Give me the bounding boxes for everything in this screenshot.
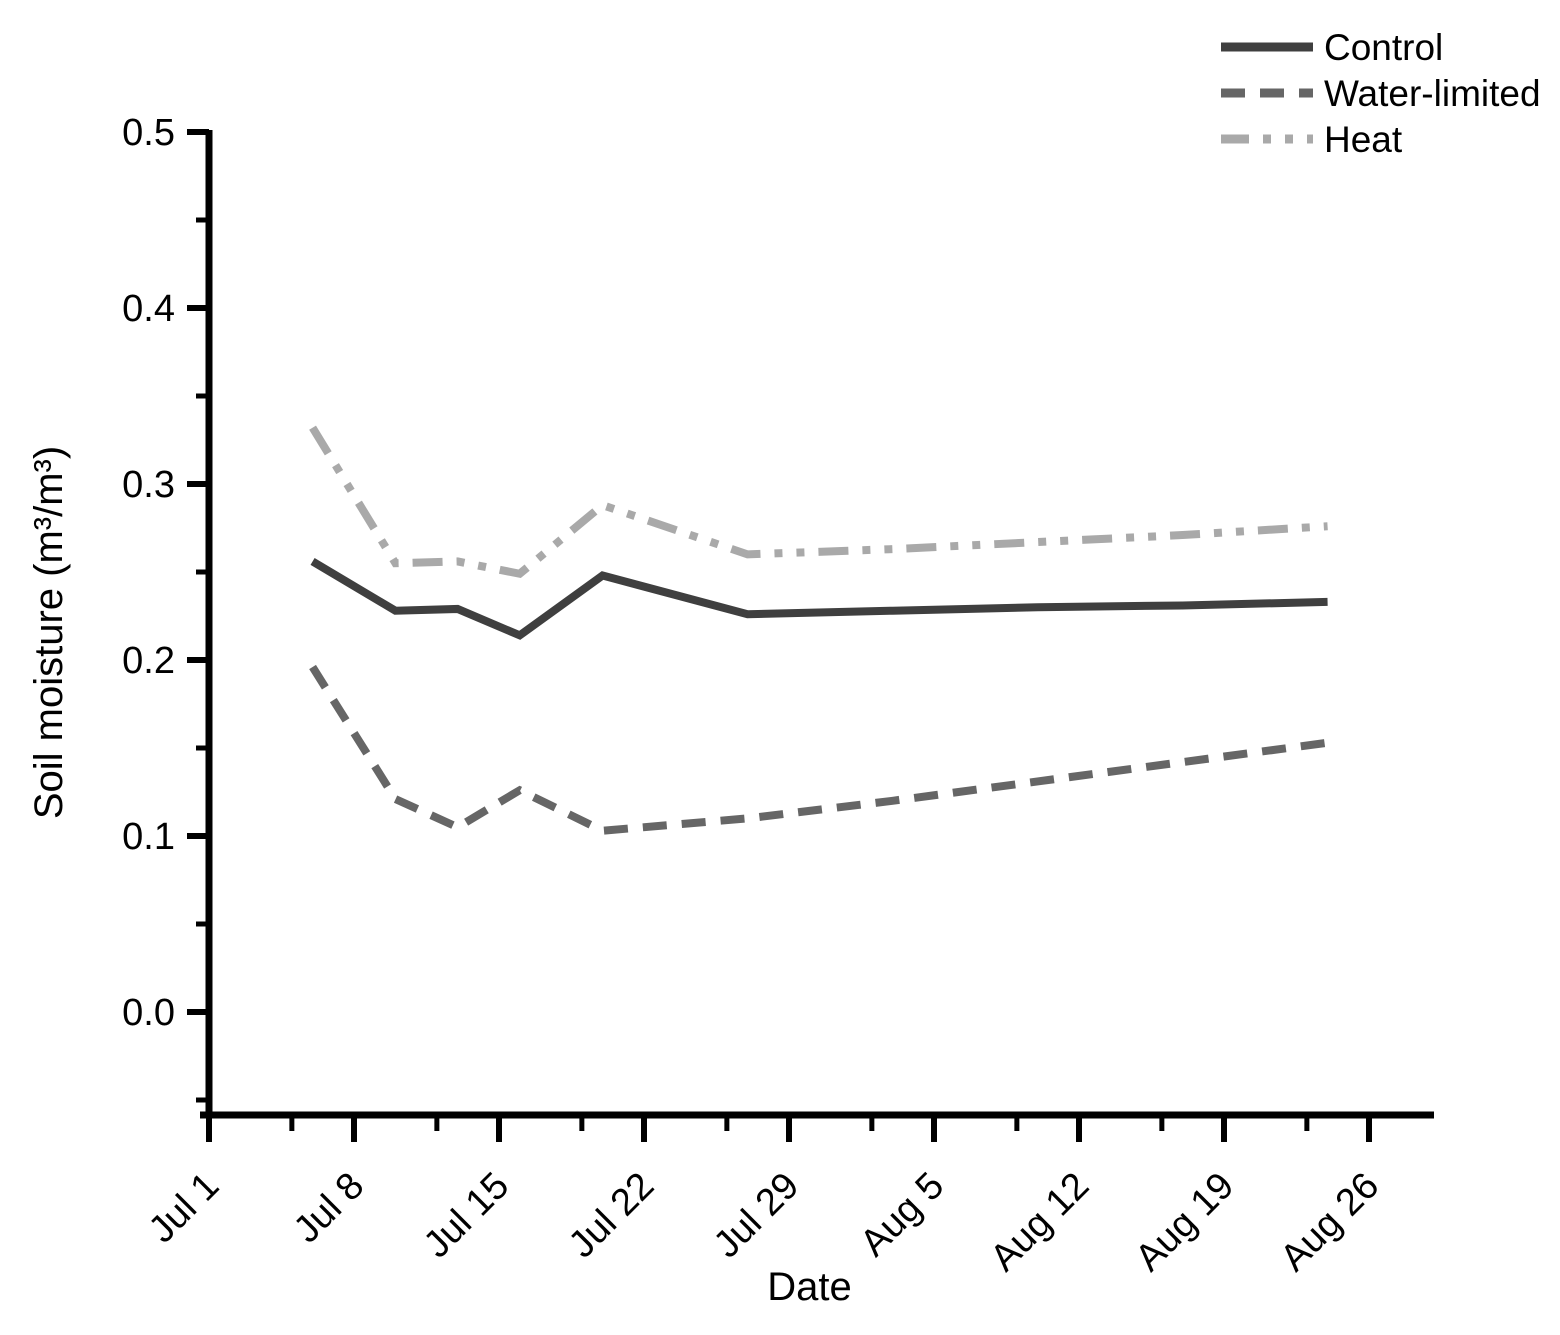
x-axis-title: Date [767, 1265, 852, 1309]
legend-label: Control [1324, 27, 1443, 68]
y-tick-label: 0.0 [122, 992, 175, 1034]
legend-item-heat: Heat [1221, 119, 1403, 160]
legend-item-water-limited: Water-limited [1221, 73, 1541, 114]
y-tick-label: 0.2 [122, 640, 175, 682]
series-line-heat [309, 425, 1328, 579]
legend-label: Heat [1324, 119, 1403, 160]
y-tick-label: 0.4 [122, 288, 175, 330]
y-tick-label: 0.3 [122, 464, 175, 506]
series-line-water-limited [309, 664, 1329, 835]
y-axis-title: Soil moisture (m³/m³) [27, 446, 71, 819]
legend-item-control: Control [1221, 27, 1443, 68]
y-tick-label: 0.1 [122, 816, 175, 858]
series-line-control [310, 558, 1328, 640]
legend-label: Water-limited [1324, 73, 1541, 114]
y-tick-label: 0.5 [122, 112, 175, 154]
